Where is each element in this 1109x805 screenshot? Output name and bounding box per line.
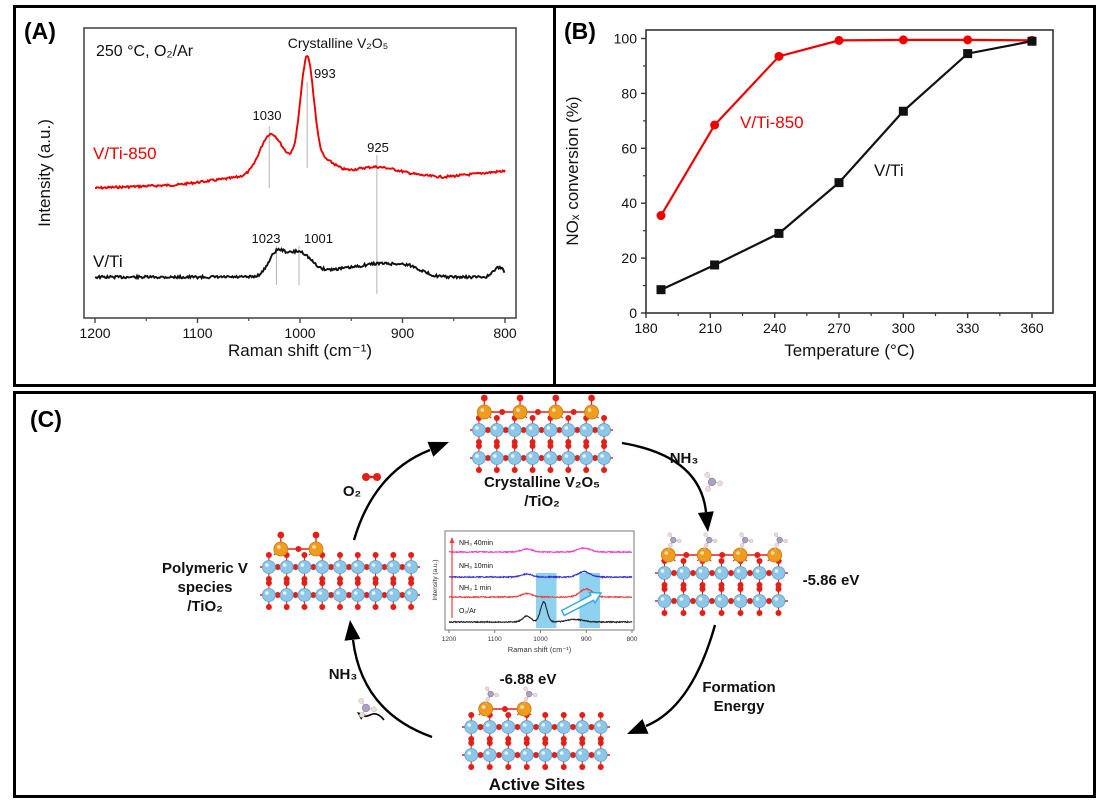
inset-curve-3 (448, 587, 633, 599)
svg-text:800: 800 (493, 325, 517, 341)
svg-text:0: 0 (629, 305, 637, 321)
svg-text:240: 240 (763, 320, 787, 336)
nh3-molecule (704, 471, 723, 492)
svg-text:100: 100 (614, 31, 638, 47)
inset-highlight-band-1 (535, 573, 557, 628)
raman-curve-vti (94, 246, 506, 281)
panel-b-letter: (B) (564, 18, 596, 44)
svg-text:925: 925 (367, 140, 389, 155)
crystalline-v2o5-label-line1: Crystalline V₂O₅ (483, 474, 601, 491)
nh3-adsorbed-structure (655, 532, 788, 616)
polymeric-v-label-line3: /TiO₂ (187, 598, 223, 615)
panel-b-y-axis: 0 20 40 60 80 100 (614, 31, 646, 321)
o2-arrow-label: O₂ (342, 483, 362, 500)
nh3-molecule (358, 697, 377, 718)
o2-molecule (362, 473, 381, 481)
panel-a-ylabel: Intensity (a.u.) (35, 119, 54, 227)
svg-text:1001: 1001 (304, 231, 333, 246)
svg-text:60: 60 (621, 140, 637, 156)
inset-peak-shift-arrow (560, 591, 603, 617)
panel-b-ylabel: NOₓ conversion (%) (563, 96, 582, 245)
svg-text:40: 40 (621, 195, 637, 211)
catalytic-cycle-diagram: NH₃ 40min NH₃ 10min NH₃ 1 min O₂/Ar 1200 1100… (260, 394, 788, 770)
series-label-vti: V/Ti (874, 161, 904, 180)
svg-text:360: 360 (1020, 320, 1044, 336)
svg-text:330: 330 (956, 320, 980, 336)
polymeric-v-structure (260, 531, 420, 610)
inset-curve-1 (448, 546, 633, 554)
nh3-molecule (703, 532, 718, 548)
inset-ylabel: Intensity (a.u.) (432, 559, 439, 600)
nox-curve-vti (660, 40, 1033, 291)
svg-text:180: 180 (634, 320, 658, 336)
svg-text:210: 210 (699, 320, 723, 336)
markers-vti (656, 36, 1037, 295)
inset-curve-4 (448, 601, 633, 624)
peak-reference-lines: 1030 993 925 1023 1001 (252, 66, 389, 294)
inset-series-label-4: O₂/Ar (459, 608, 477, 615)
crystalline-v2o5-label-line2: /TiO₂ (524, 493, 560, 510)
formation-energy-value-688: -6.88 eV (499, 671, 557, 688)
nh3-molecule (523, 686, 538, 702)
series-label-vti-850: V/Ti-850 (93, 144, 157, 163)
svg-text:1023: 1023 (252, 231, 281, 246)
panel-b-x-axis: 180 210 240 270 300 330 360 (634, 313, 1044, 336)
panel-b-xlabel: Temperature (°C) (784, 341, 915, 360)
adsorption-energy-value-586: -5.86 eV (802, 572, 860, 589)
inset-raman-chart: NH₃ 40min NH₃ 10min NH₃ 1 min O₂/Ar 1200 1100… (432, 530, 638, 654)
formation-energy-label-line2: Energy (713, 698, 765, 715)
svg-text:1030: 1030 (253, 108, 282, 123)
polymeric-v-label-line2: species (177, 579, 233, 596)
svg-text:900: 900 (391, 325, 415, 341)
polymeric-v-label-line1: Polymeric V (162, 560, 248, 577)
inset-xlabel: Raman shift (cm⁻¹) (508, 645, 572, 654)
raman-curve-vti-850 (94, 54, 506, 190)
nh3-top-arrow-label: NH₃ (669, 450, 699, 467)
nh3-molecule (739, 532, 754, 548)
svg-text:1100: 1100 (488, 636, 502, 643)
panel-b-plot-frame (645, 29, 1054, 314)
panel-a-plot-frame (83, 27, 517, 319)
svg-text:1200: 1200 (79, 325, 110, 341)
panel-a-condition: 250 °C, O₂/Ar (96, 43, 194, 60)
cycle-arrows (344, 441, 717, 739)
raman-spectra-chart: 1200 1100 1000 900 800 Raman shift (cm⁻¹) Inte… (35, 27, 517, 360)
svg-text:20: 20 (621, 250, 637, 266)
svg-text:1100: 1100 (182, 325, 212, 341)
formation-energy-label-line1: Formation (702, 679, 776, 696)
panel-a: (A) 1200 1100 1000 900 800 Raman shift (cm⁻¹)… (13, 5, 556, 387)
svg-text:1200: 1200 (442, 636, 457, 643)
panel-c-letter: (C) (30, 406, 62, 432)
inset-curve-2 (448, 570, 633, 579)
panel-a-xlabel: Raman shift (cm⁻¹) (228, 341, 372, 360)
inset-series-label-1: NH₃ 40min (459, 540, 493, 547)
markers-vti-850 (656, 35, 1037, 221)
svg-text:800: 800 (627, 636, 638, 643)
svg-text:300: 300 (892, 320, 916, 336)
nox-conversion-chart: 180 210 240 270 300 330 360 0 20 40 60 80 100 Tempera… (563, 29, 1054, 360)
panel-c: (C) NH₃ 40min NH₃ 10min NH₃ 1 min O₂/Ar 1200… (13, 391, 1096, 798)
svg-text:1000: 1000 (284, 325, 315, 341)
panel-b: (B) 180 210 240 270 300 330 360 0 20 40 60 80 100 Tem… (553, 5, 1096, 387)
inset-series-label-3: NH₃ 1 min (459, 585, 491, 592)
svg-text:1000: 1000 (533, 636, 548, 643)
nh3-molecule (773, 532, 788, 548)
inset-series-label-2: NH₃ 10min (459, 563, 493, 570)
panel-a-letter: (A) (24, 18, 56, 44)
svg-text:80: 80 (621, 85, 637, 101)
panel-a-x-axis: 1200 1100 1000 900 800 (79, 318, 517, 341)
crystalline-v2o5-structure (470, 394, 613, 473)
svg-text:270: 270 (827, 320, 851, 336)
nh3-molecule (667, 532, 682, 548)
nh3-molecule (484, 686, 499, 702)
svg-text:900: 900 (581, 636, 592, 643)
active-sites-structure (462, 686, 610, 770)
active-sites-label: Active Sites (488, 775, 586, 794)
svg-text:993: 993 (314, 66, 336, 81)
nh3-bottom-arrow-label: NH₃ (328, 666, 358, 683)
panel-a-crystalline-annotation: Crystalline V₂O₅ (288, 35, 389, 51)
series-label-vti-850: V/Ti-850 (740, 113, 804, 132)
series-label-vti: V/Ti (93, 252, 123, 271)
